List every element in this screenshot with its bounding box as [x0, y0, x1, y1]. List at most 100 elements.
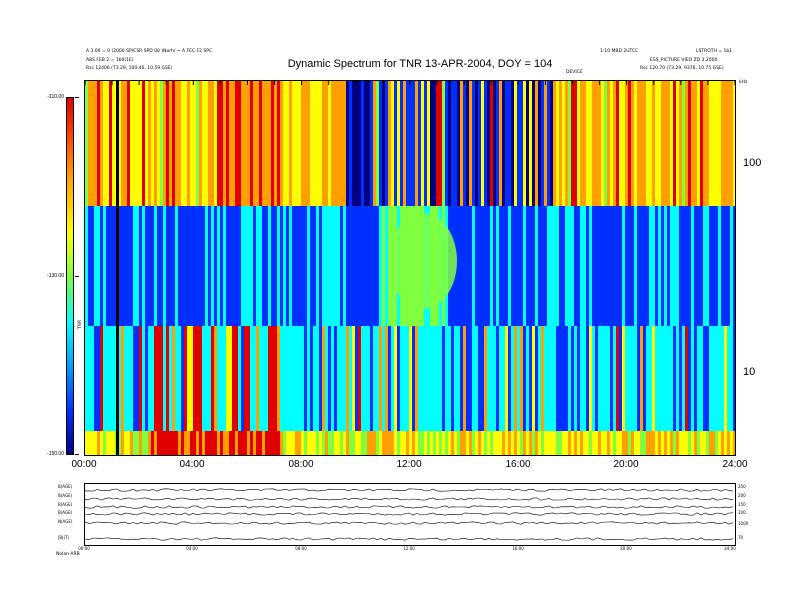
spectral-column-upper [382, 81, 385, 206]
spectral-column-middle [607, 206, 610, 326]
spectral-column-bottom [484, 431, 487, 455]
spectral-column-bottom [394, 431, 397, 455]
spectral-column-bottom [535, 431, 538, 455]
spectral-column-middle [190, 206, 193, 326]
spectral-column-middle [472, 206, 475, 326]
spectral-column-middle [265, 206, 268, 326]
spectral-column-bottom [421, 431, 424, 455]
spectral-column-upper [328, 81, 331, 206]
spectral-column-upper [634, 81, 637, 206]
spectral-column-upper [715, 81, 718, 206]
spectral-column-bottom [607, 431, 610, 455]
spectral-column-bottom [208, 431, 211, 455]
spectral-column-lower [295, 326, 298, 431]
spectral-column-middle [478, 206, 481, 326]
spectral-column-middle [127, 206, 130, 326]
spectral-column-bottom [379, 431, 382, 455]
spectral-column-upper [343, 81, 346, 206]
spectral-column-upper [367, 81, 370, 206]
spectral-column-lower [178, 326, 181, 431]
spectral-column-lower [499, 326, 502, 431]
spectral-column-lower [235, 326, 238, 431]
spectral-column-lower [226, 326, 229, 431]
spectral-column-bottom [127, 431, 130, 455]
spectral-column-middle [187, 206, 190, 326]
spectral-column-lower [592, 326, 595, 431]
spectral-column-upper [268, 81, 271, 206]
spectral-column-bottom [166, 431, 169, 455]
spectral-column-middle [694, 206, 697, 326]
spectral-column-bottom [667, 431, 670, 455]
spectral-column-bottom [286, 431, 289, 455]
spectral-column-upper [181, 81, 184, 206]
spectral-column-upper [679, 81, 682, 206]
spectral-column-bottom [295, 431, 298, 455]
spectral-column-lower [154, 326, 157, 431]
spectral-column-upper [415, 81, 418, 206]
spectral-column-bottom [562, 431, 565, 455]
spectral-column-bottom [340, 431, 343, 455]
spectral-column-lower [268, 326, 271, 431]
spectral-column-lower [382, 326, 385, 431]
spectral-column-lower [520, 326, 523, 431]
spectral-column-lower [505, 326, 508, 431]
spectral-column-upper [304, 81, 307, 206]
spectral-column-lower [580, 326, 583, 431]
spectral-column-middle [358, 206, 361, 326]
spectral-column-upper [622, 81, 625, 206]
spectral-column-upper [175, 81, 178, 206]
spectral-column-upper [454, 81, 457, 206]
spectral-column-upper [355, 81, 358, 206]
spectral-column-middle [199, 206, 202, 326]
field-trace [84, 537, 734, 541]
spectral-column-bottom [163, 431, 166, 455]
spectral-column-middle [514, 206, 517, 326]
spectral-column-bottom [334, 431, 337, 455]
spectral-column-bottom [85, 431, 88, 455]
spectral-column-middle [502, 206, 505, 326]
spectral-column-lower [553, 326, 556, 431]
spectral-column-middle [256, 206, 259, 326]
spectral-column-lower [640, 326, 643, 431]
spectral-column-lower [532, 326, 535, 431]
spectral-column-upper [391, 81, 394, 206]
spectral-column-bottom [190, 431, 193, 455]
spectral-column-upper [358, 81, 361, 206]
spectral-column-middle [682, 206, 685, 326]
spectral-column-middle [346, 206, 349, 326]
spectral-column-middle [712, 206, 715, 326]
spectral-column-bottom [256, 431, 259, 455]
spectral-column-middle [625, 206, 628, 326]
spectral-column-lower [181, 326, 184, 431]
spectral-column-upper [547, 81, 550, 206]
spectral-column-upper [274, 81, 277, 206]
spectral-column-bottom [511, 431, 514, 455]
spectral-column-lower [307, 326, 310, 431]
field-trace [84, 488, 734, 492]
spectral-column-upper [646, 81, 649, 206]
spectral-column-bottom [730, 431, 733, 455]
spectral-column-upper [283, 81, 286, 206]
spectral-column-lower [322, 326, 325, 431]
spectral-column-upper [448, 81, 451, 206]
spectral-column-middle [148, 206, 151, 326]
spectral-column-bottom [184, 431, 187, 455]
spectral-column-middle [94, 206, 97, 326]
spectral-column-bottom [637, 431, 640, 455]
spectral-column-bottom [283, 431, 286, 455]
spectral-column-upper [676, 81, 679, 206]
spectral-column-middle [676, 206, 679, 326]
spectral-column-lower [376, 326, 379, 431]
spectral-column-upper [151, 81, 154, 206]
spectral-column-bottom [328, 431, 331, 455]
spectral-column-lower [220, 326, 223, 431]
spectral-column-lower [613, 326, 616, 431]
spectral-column-middle [163, 206, 166, 326]
spectral-column-upper [100, 81, 103, 206]
spectral-column-upper [595, 81, 598, 206]
spectral-column-middle [508, 206, 511, 326]
spectral-column-bottom [262, 431, 265, 455]
spectral-column-lower [619, 326, 622, 431]
spectral-column-upper [529, 81, 532, 206]
spectral-column-lower [325, 326, 328, 431]
